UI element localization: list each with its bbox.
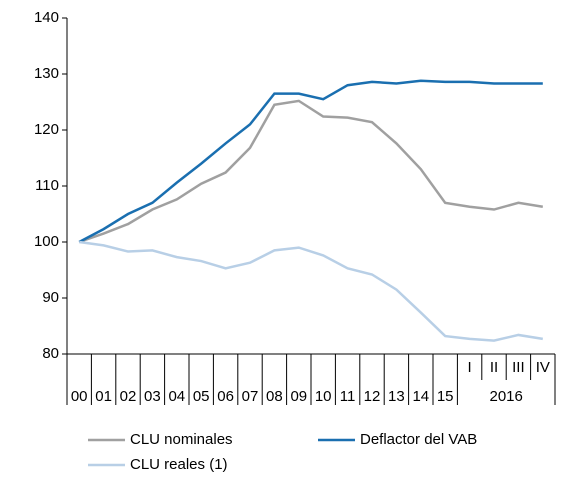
x-tick-label: 00 bbox=[71, 388, 88, 405]
series-line bbox=[78, 99, 543, 244]
legend-label: Deflactor del VAB bbox=[360, 431, 477, 448]
x-tick-label: III bbox=[512, 359, 525, 376]
x-tick-label: 08 bbox=[266, 388, 283, 405]
y-tick-label: 110 bbox=[35, 177, 59, 194]
x-tick-label: 04 bbox=[168, 388, 185, 405]
x-group-label: 2016 bbox=[490, 388, 523, 405]
y-tick-label: 140 bbox=[34, 9, 59, 26]
x-tick-label: 15 bbox=[437, 388, 454, 405]
x-tick-label: 13 bbox=[388, 388, 405, 405]
x-tick-label: 01 bbox=[95, 388, 112, 405]
x-tick-label: 03 bbox=[144, 388, 161, 405]
y-tick-label: 90 bbox=[42, 289, 59, 306]
series-line bbox=[78, 79, 543, 244]
x-tick-label: 06 bbox=[217, 388, 234, 405]
x-tick-label: I bbox=[468, 359, 472, 376]
y-tick-label: 100 bbox=[34, 233, 59, 250]
x-tick-label: 05 bbox=[193, 388, 210, 405]
y-tick-label: 80 bbox=[42, 345, 59, 362]
legend-label: CLU reales (1) bbox=[130, 456, 228, 473]
x-tick-label: 10 bbox=[315, 388, 332, 405]
y-tick-label: 130 bbox=[34, 65, 59, 82]
x-tick-label: IV bbox=[536, 359, 550, 376]
x-tick-label: 07 bbox=[242, 388, 259, 405]
x-tick-label: II bbox=[490, 359, 498, 376]
x-tick-label: 11 bbox=[340, 388, 356, 405]
series-line bbox=[79, 240, 543, 342]
y-tick-label: 120 bbox=[34, 121, 59, 138]
x-tick-label: 12 bbox=[364, 388, 381, 405]
x-tick-label: 09 bbox=[290, 388, 307, 405]
x-tick-label: 14 bbox=[412, 388, 429, 405]
legend-label: CLU nominales bbox=[130, 431, 233, 448]
x-tick-label: 02 bbox=[120, 388, 137, 405]
